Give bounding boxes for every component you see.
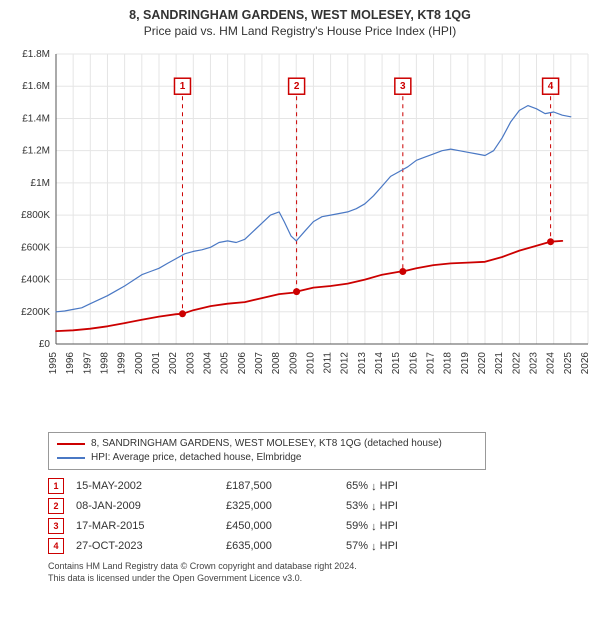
legend-item: HPI: Average price, detached house, Elmb… <box>57 451 477 465</box>
table-price: £325,000 <box>226 500 346 512</box>
marker-number: 1 <box>180 81 186 92</box>
table-marker-box: 2 <box>48 498 64 514</box>
table-pct: 53% ↓ HPI <box>346 500 486 512</box>
table-date: 15-MAY-2002 <box>76 480 226 492</box>
x-tick-label: 2004 <box>202 352 213 375</box>
x-tick-label: 2001 <box>151 352 162 375</box>
marker-number: 2 <box>294 81 300 92</box>
attribution-line1: Contains HM Land Registry data © Crown c… <box>48 560 592 572</box>
chart-subtitle: Price paid vs. HM Land Registry's House … <box>8 24 592 38</box>
x-tick-label: 2002 <box>168 352 179 375</box>
x-tick-label: 2007 <box>254 352 265 375</box>
table-price: £187,500 <box>226 480 346 492</box>
legend-swatch <box>57 457 85 459</box>
y-tick-label: £1.8M <box>22 49 50 60</box>
legend-label: HPI: Average price, detached house, Elmb… <box>91 451 302 465</box>
table-price: £450,000 <box>226 520 346 532</box>
table-date: 27-OCT-2023 <box>76 540 226 552</box>
x-tick-label: 2024 <box>546 352 557 375</box>
chart-title: 8, SANDRINGHAM GARDENS, WEST MOLESEY, KT… <box>8 8 592 22</box>
marker-dot <box>293 288 300 295</box>
x-tick-label: 2011 <box>323 352 334 374</box>
x-tick-label: 2026 <box>580 352 591 375</box>
y-tick-label: £400K <box>21 275 50 286</box>
table-marker-box: 4 <box>48 538 64 554</box>
legend: 8, SANDRINGHAM GARDENS, WEST MOLESEY, KT… <box>48 432 486 470</box>
x-tick-label: 2021 <box>494 352 505 375</box>
x-tick-label: 2022 <box>511 352 522 375</box>
x-tick-label: 1998 <box>99 352 110 375</box>
x-tick-label: 2025 <box>563 352 574 375</box>
x-tick-label: 2000 <box>134 352 145 375</box>
x-tick-label: 2016 <box>408 352 419 375</box>
x-tick-label: 2012 <box>340 352 351 375</box>
marker-number: 4 <box>548 81 554 92</box>
marker-dot <box>179 310 186 317</box>
y-tick-label: £1M <box>31 178 50 189</box>
table-date: 08-JAN-2009 <box>76 500 226 512</box>
table-pct: 65% ↓ HPI <box>346 480 486 492</box>
y-tick-label: £0 <box>39 339 51 350</box>
x-tick-label: 2014 <box>374 352 385 375</box>
table-marker-box: 1 <box>48 478 64 494</box>
arrow-down-icon: ↓ <box>371 521 377 533</box>
table-date: 17-MAR-2015 <box>76 520 226 532</box>
x-tick-label: 2013 <box>357 352 368 375</box>
y-tick-label: £1.4M <box>22 113 50 124</box>
arrow-down-icon: ↓ <box>371 501 377 513</box>
attribution: Contains HM Land Registry data © Crown c… <box>48 560 592 584</box>
chart-svg: £0 £200K £400K £600K £800K £1M £1.2M £1.4M £1.6M… <box>8 44 592 426</box>
y-tick-label: £200K <box>21 307 50 318</box>
marker-dot <box>399 268 406 275</box>
arrow-down-icon: ↓ <box>371 481 377 493</box>
x-tick-label: 2008 <box>271 352 282 375</box>
x-tick-label: 2020 <box>477 352 488 375</box>
x-tick-label: 2017 <box>426 352 437 375</box>
arrow-down-icon: ↓ <box>371 541 377 553</box>
legend-label: 8, SANDRINGHAM GARDENS, WEST MOLESEY, KT… <box>91 437 442 451</box>
attribution-line2: This data is licensed under the Open Gov… <box>48 572 592 584</box>
table-price: £635,000 <box>226 540 346 552</box>
y-tick-label: £800K <box>21 210 50 221</box>
x-tick-label: 1995 <box>48 352 59 375</box>
y-tick-label: £1.2M <box>22 146 50 157</box>
chart: £0 £200K £400K £600K £800K £1M £1.2M £1.4M £1.6M… <box>8 44 592 426</box>
x-tick-label: 2015 <box>391 352 402 375</box>
x-tick-label: 2019 <box>460 352 471 375</box>
marker-dot <box>547 238 554 245</box>
table-marker-box: 3 <box>48 518 64 534</box>
x-tick-label: 2009 <box>288 352 299 375</box>
x-tick-label: 1997 <box>82 352 93 375</box>
legend-swatch <box>57 443 85 445</box>
x-tick-label: 2006 <box>237 352 248 375</box>
x-tick-label: 2018 <box>443 352 454 375</box>
y-tick-label: £600K <box>21 242 50 253</box>
x-tick-label: 1999 <box>117 352 128 375</box>
table-pct: 59% ↓ HPI <box>346 520 486 532</box>
table-pct: 57% ↓ HPI <box>346 540 486 552</box>
x-tick-label: 2023 <box>529 352 540 375</box>
x-tick-label: 1996 <box>65 352 76 375</box>
marker-number: 3 <box>400 81 406 92</box>
x-tick-label: 2010 <box>305 352 316 375</box>
x-tick-label: 2003 <box>185 352 196 375</box>
transactions-table: 1 15-MAY-2002£187,50065% ↓ HPI 2 08-JAN-200… <box>48 478 592 554</box>
series-price <box>56 241 562 331</box>
x-tick-label: 2005 <box>220 352 231 375</box>
legend-item: 8, SANDRINGHAM GARDENS, WEST MOLESEY, KT… <box>57 437 477 451</box>
y-tick-label: £1.6M <box>22 81 50 92</box>
